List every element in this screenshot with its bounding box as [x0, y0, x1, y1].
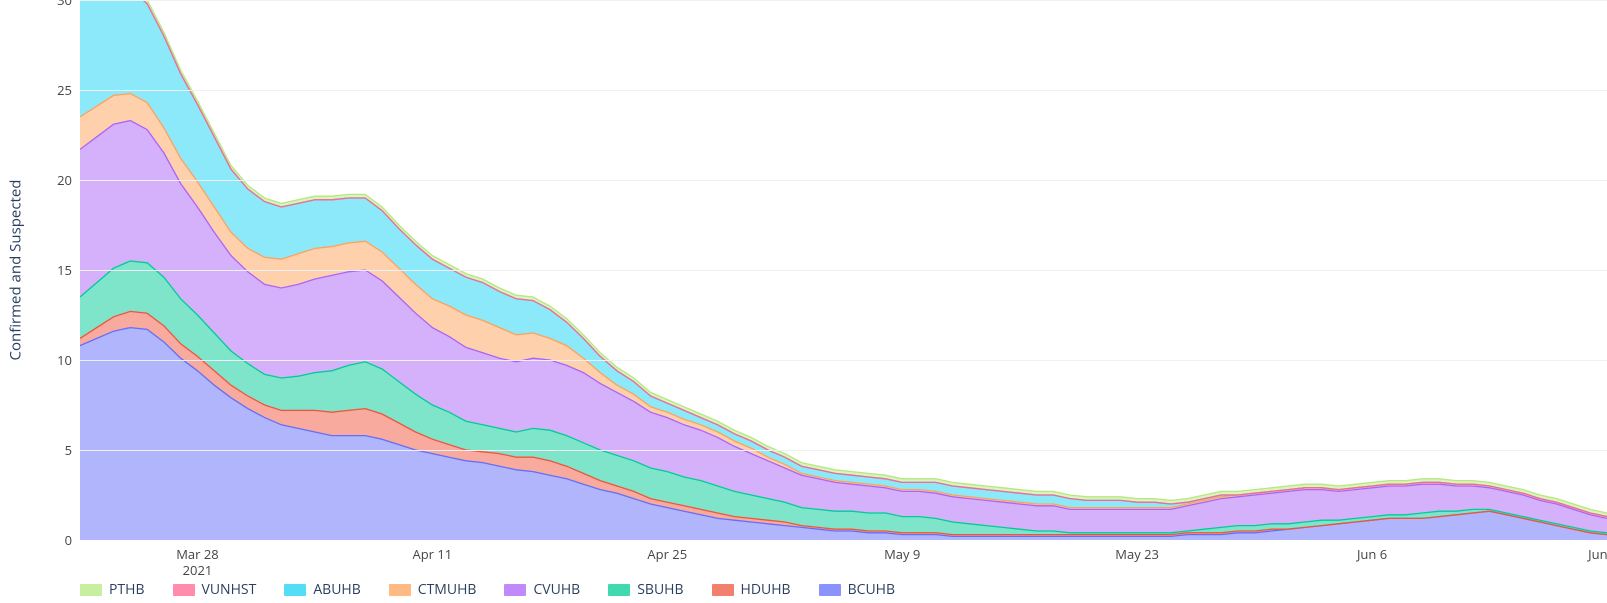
y-tick-label: 20 [57, 171, 72, 189]
gridline [80, 180, 1607, 181]
gridline [80, 360, 1607, 361]
legend-swatch [284, 584, 306, 596]
legend-label: CVUHB [533, 580, 580, 599]
legend-item-abuhb[interactable]: ABUHB [284, 580, 360, 599]
legend-item-pthb[interactable]: PTHB [80, 580, 145, 599]
legend-label: SBUHB [637, 580, 683, 599]
legend-item-sbuhb[interactable]: SBUHB [608, 580, 683, 599]
y-tick-label: 15 [57, 261, 72, 279]
legend-item-cvuhb[interactable]: CVUHB [504, 580, 580, 599]
y-tick-label: 25 [57, 81, 72, 99]
y-tick-label: 0 [65, 531, 72, 549]
x-tick-label: Mar 282021 [176, 546, 218, 579]
gridline [80, 90, 1607, 91]
gridline [80, 0, 1607, 1]
legend-swatch [173, 584, 195, 596]
y-tick-label: 30 [57, 0, 72, 9]
legend-label: VUNHST [202, 580, 257, 599]
legend-swatch [504, 584, 526, 596]
stacked-area-chart: 051015202530Mar 282021Apr 11Apr 25May 9M… [80, 0, 1607, 540]
x-tick-label: Apr 25 [647, 546, 687, 562]
legend-swatch [608, 584, 630, 596]
legend-label: HDUHB [741, 580, 791, 599]
legend-swatch [389, 584, 411, 596]
x-tick-label: May 9 [884, 546, 920, 562]
legend-item-hduhb[interactable]: HDUHB [712, 580, 791, 599]
legend-swatch [80, 584, 102, 596]
legend-label: ABUHB [313, 580, 360, 599]
x-tick-label: Apr 11 [413, 546, 453, 562]
legend-item-vunhst[interactable]: VUNHST [173, 580, 257, 599]
y-axis-title: Confirmed and Suspected [0, 0, 30, 540]
y-tick-label: 10 [57, 351, 72, 369]
x-tick-label: Jun 6 [1357, 546, 1387, 562]
chart-legend: PTHB VUNHST ABUHB CTMUHB CVUHB SBUHB HDUHB BCUH… [80, 580, 1607, 599]
legend-item-bcuhb[interactable]: BCUHB [819, 580, 895, 599]
x-tick-label: Jun 20 [1588, 546, 1607, 562]
legend-label: BCUHB [848, 580, 895, 599]
x-tick-label: May 23 [1115, 546, 1159, 562]
legend-label: CTMUHB [418, 580, 477, 599]
legend-swatch [819, 584, 841, 596]
y-tick-label: 5 [65, 441, 72, 459]
gridline [80, 270, 1607, 271]
legend-swatch [712, 584, 734, 596]
gridline [80, 450, 1607, 451]
y-axis-title-text: Confirmed and Suspected [5, 180, 25, 361]
legend-item-ctmuhb[interactable]: CTMUHB [389, 580, 477, 599]
legend-label: PTHB [109, 580, 145, 599]
